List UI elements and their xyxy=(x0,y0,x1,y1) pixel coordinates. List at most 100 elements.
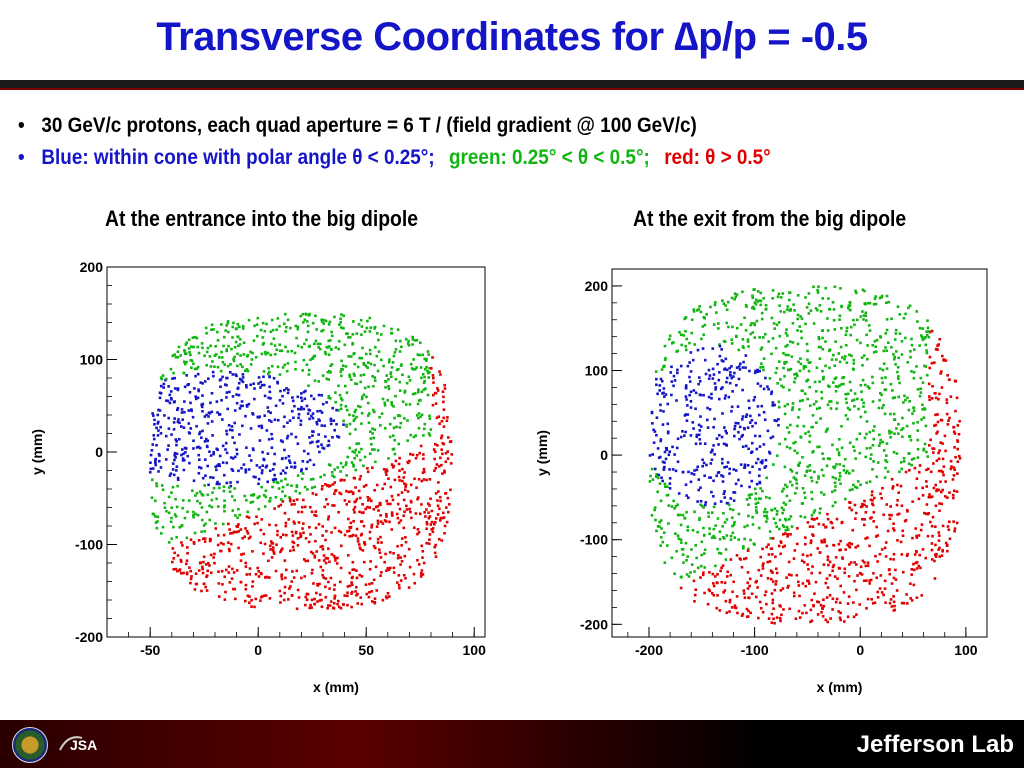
scatter-point xyxy=(937,531,941,534)
scatter-point xyxy=(395,425,398,429)
scatter-point xyxy=(778,304,781,307)
scatter-point xyxy=(437,415,441,419)
scatter-point xyxy=(284,456,288,460)
scatter-point xyxy=(302,558,306,561)
scatter-point xyxy=(652,441,656,444)
scatter-point xyxy=(403,554,407,558)
scatter-point xyxy=(228,428,232,432)
scatter-point xyxy=(431,403,435,407)
scatter-point xyxy=(650,467,654,471)
scatter-point xyxy=(308,606,311,610)
scatter-point xyxy=(321,544,324,548)
scatter-point xyxy=(714,388,717,391)
scatter-point xyxy=(956,447,959,451)
scatter-point xyxy=(866,564,870,567)
scatter-point xyxy=(863,503,866,507)
scatter-point xyxy=(324,538,327,542)
scatter-point xyxy=(773,419,776,422)
scatter-point xyxy=(195,336,199,340)
scatter-point xyxy=(731,390,734,393)
scatter-point xyxy=(154,457,157,461)
scatter-point xyxy=(703,442,707,446)
scatter-point xyxy=(712,425,715,429)
scatter-point xyxy=(765,514,768,518)
scatter-point xyxy=(840,425,843,428)
scatter-point xyxy=(324,556,328,560)
scatter-point xyxy=(439,373,442,376)
scatter-point xyxy=(926,455,930,458)
scatter-point xyxy=(852,362,856,365)
scatter-point xyxy=(817,600,821,604)
scatter-point xyxy=(157,452,161,456)
scatter-point xyxy=(927,512,931,515)
scatter-point xyxy=(257,424,261,428)
scatter-point xyxy=(234,340,238,344)
scatter-point xyxy=(441,390,445,394)
scatter-point xyxy=(718,537,722,541)
scatter-point xyxy=(744,366,747,369)
scatter-point xyxy=(668,476,672,480)
scatter-point xyxy=(279,389,282,393)
scatter-point xyxy=(409,483,413,487)
scatter-point xyxy=(853,323,856,327)
scatter-point xyxy=(446,450,450,453)
scatter-point xyxy=(269,353,273,357)
scatter-point xyxy=(205,589,209,592)
scatter-point xyxy=(210,323,214,327)
scatter-point xyxy=(721,461,724,465)
scatter-point xyxy=(923,442,927,446)
scatter-point xyxy=(389,372,392,375)
scatter-point xyxy=(181,459,185,462)
scatter-point xyxy=(753,323,757,327)
scatter-point xyxy=(699,499,703,503)
scatter-point xyxy=(324,319,328,323)
scatter-point xyxy=(290,409,294,413)
scatter-point xyxy=(353,417,357,421)
scatter-point xyxy=(951,478,955,481)
scatter-point xyxy=(844,392,848,396)
scatter-point xyxy=(808,361,812,364)
scatter-point xyxy=(822,523,825,526)
scatter-point xyxy=(272,337,276,340)
scatter-point xyxy=(806,579,809,583)
scatter-point xyxy=(937,534,941,537)
scatter-point xyxy=(248,454,251,457)
scatter-point xyxy=(372,384,375,388)
scatter-point xyxy=(790,355,794,358)
scatter-point xyxy=(392,447,396,451)
scatter-point xyxy=(907,306,910,310)
scatter-point xyxy=(799,330,803,333)
scatter-point xyxy=(898,313,902,316)
scatter-point xyxy=(388,435,392,439)
scatter-point xyxy=(381,522,385,525)
scatter-point xyxy=(392,571,396,574)
scatter-point xyxy=(385,569,388,572)
scatter-point xyxy=(338,323,341,326)
scatter-point xyxy=(826,517,830,521)
scatter-point xyxy=(397,367,400,371)
scatter-point xyxy=(205,350,209,354)
scatter-point xyxy=(883,546,887,550)
scatter-point xyxy=(370,448,374,451)
scatter-point xyxy=(241,380,245,384)
scatter-point xyxy=(877,444,881,448)
scatter-point xyxy=(792,441,795,445)
scatter-point xyxy=(432,376,435,380)
scatter-point xyxy=(263,505,267,508)
scatter-point xyxy=(224,448,227,451)
scatter-point xyxy=(315,550,318,553)
scatter-point xyxy=(310,571,314,575)
scatter-point xyxy=(378,548,381,551)
scatter-point xyxy=(194,582,198,586)
scatter-point xyxy=(894,568,897,572)
scatter-point xyxy=(173,400,176,403)
scatter-point xyxy=(934,555,938,558)
scatter-point xyxy=(821,347,825,351)
scatter-point xyxy=(197,539,201,542)
scatter-point xyxy=(945,544,949,548)
scatter-point xyxy=(270,342,273,346)
scatter-point xyxy=(843,457,847,461)
scatter-point xyxy=(443,387,447,390)
scatter-point xyxy=(809,553,813,557)
scatter-point xyxy=(788,298,791,302)
